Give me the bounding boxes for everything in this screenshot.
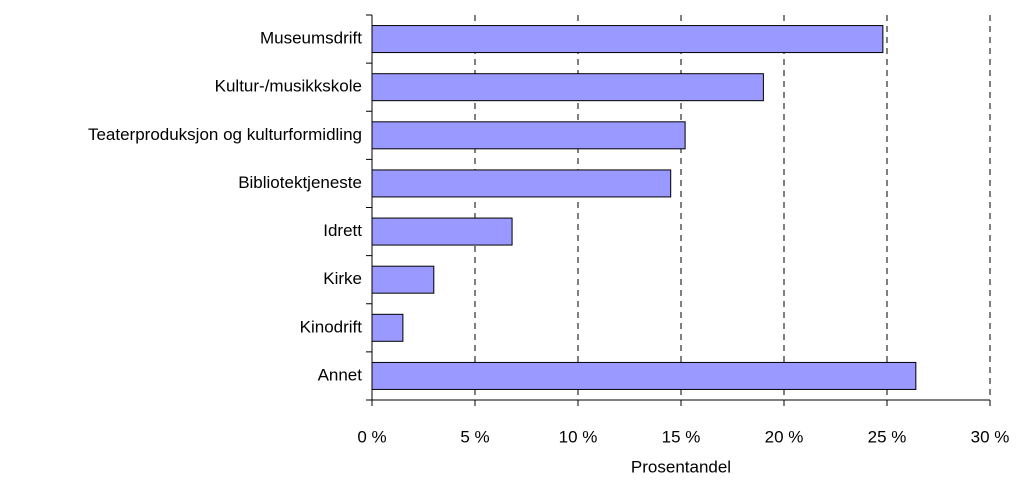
bar [371, 265, 435, 294]
y-tick-label: Bibliotektjeneste [238, 173, 362, 192]
y-tick-label: Kinodrift [300, 317, 363, 336]
y-tick-label: Idrett [323, 221, 362, 240]
bar [371, 121, 686, 150]
x-tick-label: 5 % [460, 427, 489, 446]
x-axis-title: Prosentandel [631, 457, 731, 476]
x-tick-label: 25 % [868, 427, 907, 446]
y-tick-label: Kirke [323, 269, 362, 288]
bar [371, 25, 884, 54]
bar [371, 73, 764, 102]
x-tick-label: 30 % [971, 427, 1010, 446]
bar [371, 169, 672, 198]
y-tick-label: Annet [318, 365, 363, 384]
x-tick-label: 10 % [559, 427, 598, 446]
bar [371, 313, 404, 342]
x-tick-label: 20 % [765, 427, 804, 446]
bar [371, 217, 513, 246]
x-tick-label: 15 % [662, 427, 701, 446]
x-tick-label: 0 % [357, 427, 386, 446]
bar [371, 361, 917, 390]
y-tick-label: Teaterproduksjon og kulturformidling [88, 125, 362, 144]
y-tick-label: Museumsdrift [260, 29, 362, 48]
y-tick-label: Kultur-/musikkskole [215, 77, 362, 96]
